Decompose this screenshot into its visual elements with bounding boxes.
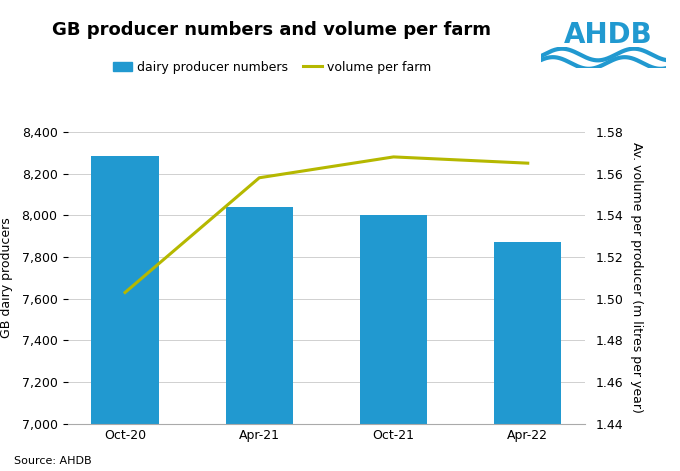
Text: Source: AHDB: Source: AHDB	[14, 456, 91, 466]
Bar	[226, 207, 293, 471]
Y-axis label: GB dairy producers: GB dairy producers	[0, 218, 13, 338]
Bar	[494, 243, 561, 471]
Bar	[360, 215, 427, 471]
Text: AHDB: AHDB	[564, 21, 653, 49]
Y-axis label: Av. volume per producer (m litres per year): Av. volume per producer (m litres per ye…	[630, 142, 643, 414]
Legend: dairy producer numbers, volume per farm: dairy producer numbers, volume per farm	[108, 56, 436, 79]
Text: GB producer numbers and volume per farm: GB producer numbers and volume per farm	[52, 21, 492, 39]
Bar	[92, 156, 158, 471]
